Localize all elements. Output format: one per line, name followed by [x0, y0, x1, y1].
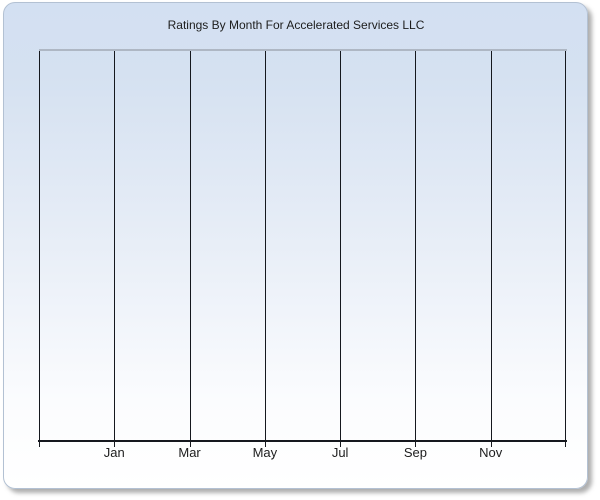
chart-panel — [3, 2, 588, 489]
vertical-gridline — [565, 51, 566, 440]
x-axis — [38, 440, 567, 442]
x-axis-ticks — [39, 442, 566, 447]
x-axis-label: Nov — [479, 445, 503, 460]
x-axis-labels: Jan Mar May Jul Sep Nov — [39, 445, 566, 461]
plot-top-border — [39, 49, 567, 51]
x-axis-tick — [565, 442, 566, 447]
x-axis-label: Mar — [178, 445, 201, 460]
x-axis-tick — [490, 442, 492, 447]
x-axis-tick — [264, 442, 266, 447]
vertical-gridline — [415, 51, 417, 440]
x-axis-tick — [189, 442, 191, 447]
x-axis-label: Jul — [331, 445, 349, 460]
x-axis-tick — [415, 442, 417, 447]
vertical-gridline — [490, 51, 492, 440]
x-axis-tick — [39, 442, 40, 447]
vertical-gridline — [114, 51, 116, 440]
x-axis-label: May — [252, 445, 278, 460]
vertical-gridline — [264, 51, 266, 440]
vertical-gridline — [189, 51, 191, 440]
vertical-gridline — [340, 51, 342, 440]
gridlines — [39, 51, 566, 440]
vertical-gridline — [39, 51, 40, 440]
x-axis-label: Jan — [103, 445, 125, 460]
x-axis-tick — [114, 442, 116, 447]
x-axis-tick — [340, 442, 342, 447]
chart-title: Ratings By Month For Accelerated Service… — [167, 18, 425, 32]
x-axis-label: Sep — [403, 445, 427, 460]
